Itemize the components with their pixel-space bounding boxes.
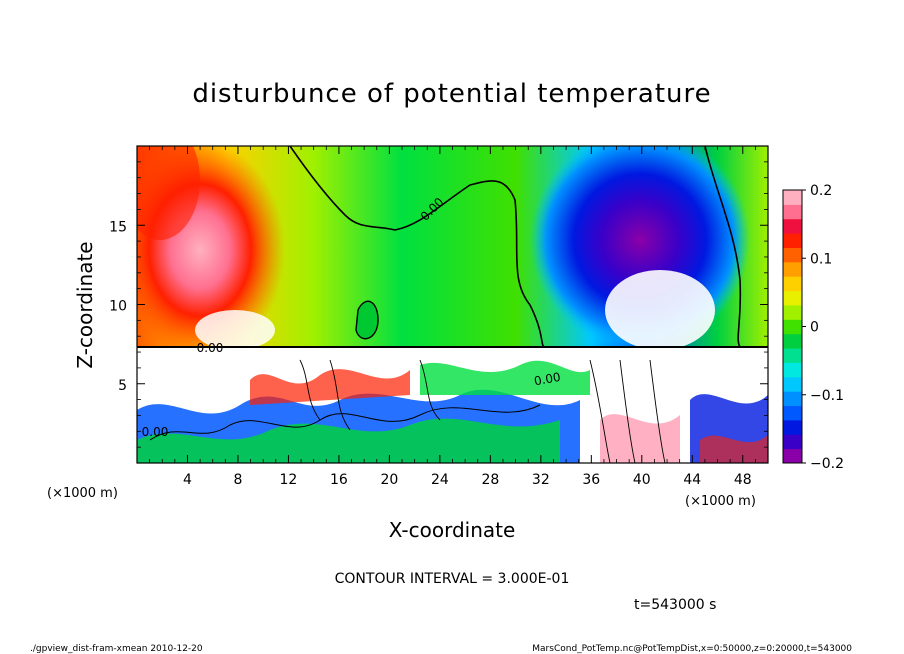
contour-interval: CONTOUR INTERVAL = 3.000E-01 — [335, 571, 570, 587]
colorbar-swatch — [783, 233, 802, 248]
colorbar-swatch — [783, 276, 802, 292]
x-tick-label: 8 — [233, 472, 242, 488]
colorbar-tick-label: 0.2 — [810, 183, 832, 199]
x-tick-label: 36 — [582, 472, 600, 488]
contour-label: 0.00 — [533, 370, 562, 388]
contour-label: 0.00 — [197, 341, 224, 355]
colorbar-swatch — [783, 290, 802, 306]
colorbar-swatch — [783, 204, 802, 220]
colorbar-swatch — [783, 434, 802, 450]
y-tick-label: 15 — [109, 219, 127, 235]
x-tick-label: 44 — [683, 472, 701, 488]
x-tick-label: 12 — [280, 472, 298, 488]
colorbar-tick-label: 0.1 — [810, 251, 832, 267]
colorbar-swatch — [783, 348, 802, 363]
x-tick-label: 48 — [734, 472, 752, 488]
x-tick-label: 20 — [380, 472, 398, 488]
x-tick-label: 16 — [330, 472, 348, 488]
time-stamp: t=543000 s — [634, 597, 716, 613]
chart-title: disturbunce of potential temperature — [192, 79, 711, 109]
colorbar-swatch — [783, 304, 802, 320]
y-axis-label: Z-coordinate — [73, 241, 97, 368]
x-tick-label: 32 — [532, 472, 550, 488]
x-axis-label: X-coordinate — [389, 518, 516, 542]
x-unit-right: (×1000 m) — [685, 494, 756, 509]
colorbar-swatch — [783, 448, 802, 464]
y-tick-label: 10 — [109, 299, 127, 315]
colorbar-swatch — [783, 405, 802, 421]
x-tick-label: 24 — [431, 472, 449, 488]
footer-left: ./gpview_dist-fram-xmean 2010-12-20 — [30, 644, 203, 654]
footer-right: MarsCond_PotTemp.nc@PotTempDist,x=0:5000… — [532, 644, 852, 654]
colorbar-swatch — [783, 376, 802, 392]
y-tick-label: 5 — [118, 378, 127, 394]
heatmap-field — [137, 146, 768, 463]
colorbar-swatch — [783, 333, 802, 349]
colorbar-swatch — [783, 362, 802, 378]
x-tick-label: 28 — [481, 472, 499, 488]
colorbar-tick-label: 0 — [810, 320, 819, 336]
colorbar-swatch — [783, 247, 802, 263]
colorbar-swatch — [783, 218, 802, 234]
x-tick-label: 4 — [183, 472, 192, 488]
colorbar-swatch — [783, 419, 802, 435]
x-unit-left: (×1000 m) — [47, 486, 118, 501]
colorbar-tick-label: −0.2 — [810, 456, 844, 472]
x-tick-label: 40 — [633, 472, 651, 488]
contour-label: 0.00 — [142, 425, 169, 439]
colorbar-swatch — [783, 319, 802, 335]
colorbar-swatch — [783, 190, 802, 205]
colorbar-swatch — [783, 391, 802, 407]
colorbar-swatch — [783, 261, 802, 277]
colorbar-tick-label: −0.1 — [810, 388, 844, 404]
